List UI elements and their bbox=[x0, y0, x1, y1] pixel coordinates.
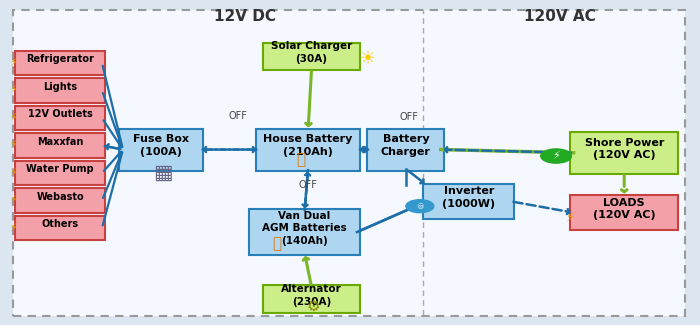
FancyBboxPatch shape bbox=[262, 285, 360, 313]
Text: OFF: OFF bbox=[400, 112, 419, 122]
FancyBboxPatch shape bbox=[248, 209, 360, 255]
FancyBboxPatch shape bbox=[570, 195, 678, 230]
Text: ⚡: ⚡ bbox=[9, 168, 17, 178]
Text: 12V DC: 12V DC bbox=[214, 9, 276, 24]
Text: House Battery
(210Ah): House Battery (210Ah) bbox=[263, 135, 353, 157]
Text: ⚡: ⚡ bbox=[552, 151, 560, 161]
Text: 🔋: 🔋 bbox=[272, 236, 281, 251]
FancyBboxPatch shape bbox=[120, 128, 203, 171]
FancyBboxPatch shape bbox=[15, 161, 106, 185]
FancyBboxPatch shape bbox=[15, 51, 106, 75]
Text: 🔋: 🔋 bbox=[297, 152, 306, 167]
Text: ♾: ♾ bbox=[416, 202, 423, 211]
Text: 12V Outlets: 12V Outlets bbox=[28, 109, 92, 119]
Text: ⚙: ⚙ bbox=[306, 299, 320, 314]
FancyBboxPatch shape bbox=[256, 128, 360, 171]
Text: ⚡: ⚡ bbox=[9, 223, 17, 233]
Text: Shore Power
(120V AC): Shore Power (120V AC) bbox=[584, 138, 664, 160]
Text: ⚡: ⚡ bbox=[9, 58, 17, 68]
FancyBboxPatch shape bbox=[15, 216, 106, 240]
Text: ⚡: ⚡ bbox=[9, 140, 17, 150]
Text: ▦: ▦ bbox=[153, 163, 173, 183]
Text: Fuse Box
(100A): Fuse Box (100A) bbox=[134, 135, 190, 157]
Text: Webasto: Webasto bbox=[36, 192, 84, 202]
Text: OFF: OFF bbox=[229, 111, 248, 121]
Text: Solar Charger
(30A): Solar Charger (30A) bbox=[271, 41, 352, 64]
Text: LOADS
(120V AC): LOADS (120V AC) bbox=[593, 198, 655, 220]
Text: Maxxfan: Maxxfan bbox=[37, 136, 83, 147]
Text: ☀: ☀ bbox=[359, 50, 375, 68]
Circle shape bbox=[540, 149, 571, 163]
Text: ⚡: ⚡ bbox=[9, 85, 17, 96]
Text: Inverter
(1000W): Inverter (1000W) bbox=[442, 186, 496, 209]
Text: ⚡: ⚡ bbox=[9, 113, 17, 123]
Text: Battery
Charger: Battery Charger bbox=[381, 135, 430, 157]
Text: Alternator
(230A): Alternator (230A) bbox=[281, 284, 342, 306]
Text: 120V AC: 120V AC bbox=[524, 9, 596, 24]
Text: Refrigerator: Refrigerator bbox=[26, 54, 94, 64]
Text: Others: Others bbox=[41, 219, 78, 229]
FancyBboxPatch shape bbox=[368, 128, 444, 171]
Text: ⚡: ⚡ bbox=[9, 196, 17, 205]
FancyBboxPatch shape bbox=[15, 188, 106, 213]
Text: OFF: OFF bbox=[299, 180, 318, 190]
Text: Water Pump: Water Pump bbox=[27, 164, 94, 174]
FancyBboxPatch shape bbox=[262, 43, 360, 70]
FancyBboxPatch shape bbox=[15, 78, 106, 103]
Text: ⚡: ⚡ bbox=[566, 211, 575, 224]
Circle shape bbox=[406, 200, 434, 213]
FancyBboxPatch shape bbox=[570, 132, 678, 174]
FancyBboxPatch shape bbox=[15, 133, 106, 158]
Text: Van Dual
AGM Batteries
(140Ah): Van Dual AGM Batteries (140Ah) bbox=[262, 211, 347, 246]
FancyBboxPatch shape bbox=[424, 184, 514, 219]
Text: Lights: Lights bbox=[43, 82, 77, 92]
FancyBboxPatch shape bbox=[13, 10, 685, 316]
FancyBboxPatch shape bbox=[15, 106, 106, 130]
